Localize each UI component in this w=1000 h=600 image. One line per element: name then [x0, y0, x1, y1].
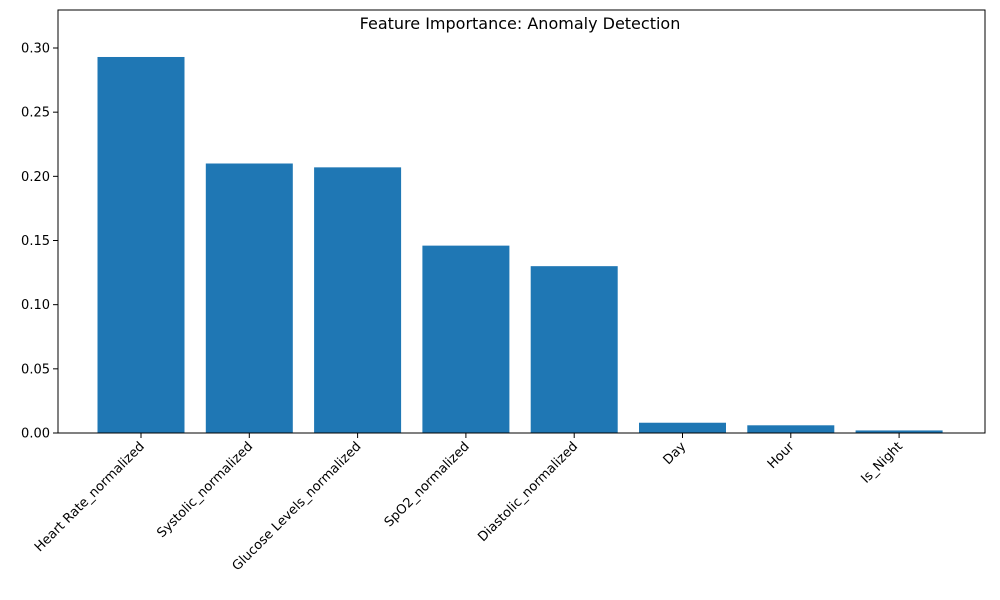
bar-0	[97, 56, 185, 433]
bar-7	[855, 430, 943, 433]
bar-5	[639, 422, 726, 433]
bar-4	[530, 266, 618, 433]
x-tick-label-0: Heart Rate_normalized	[32, 439, 148, 555]
x-tick-label-3: SpO2_normalized	[382, 439, 473, 530]
x-tick-label-7: Is_Night	[859, 439, 906, 486]
y-tick-label-4: 0.20	[21, 170, 50, 185]
bar-3	[422, 245, 510, 433]
chart-title: Feature Importance: Anomaly Detection	[360, 14, 681, 33]
y-tick-label-0: 0.00	[21, 427, 50, 442]
bar-2	[314, 167, 402, 433]
x-tick-label-4: Diastolic_normalized	[475, 439, 581, 545]
y-tick-label-3: 0.15	[21, 234, 50, 249]
y-tick-label-2: 0.10	[21, 298, 50, 313]
x-tick-label-1: Systolic_normalized	[154, 439, 256, 541]
x-tick-label-2: Glucose Levels_normalized	[230, 439, 365, 574]
bar-1	[205, 163, 293, 433]
y-tick-label-6: 0.30	[21, 42, 50, 57]
y-tick-label-1: 0.05	[21, 362, 50, 377]
plot-frame	[57, 9, 986, 434]
y-tick-label-5: 0.25	[21, 106, 50, 121]
x-tick-label-6: Hour	[765, 439, 798, 472]
bars-group	[97, 56, 943, 433]
x-tick-label-5: Day	[661, 439, 690, 468]
x-axis: Heart Rate_normalized Systolic_normalized…	[32, 433, 906, 574]
y-axis: 0.00 0.05 0.10 0.15 0.20 0.25 0.30	[21, 42, 58, 442]
bar-6	[747, 425, 835, 433]
